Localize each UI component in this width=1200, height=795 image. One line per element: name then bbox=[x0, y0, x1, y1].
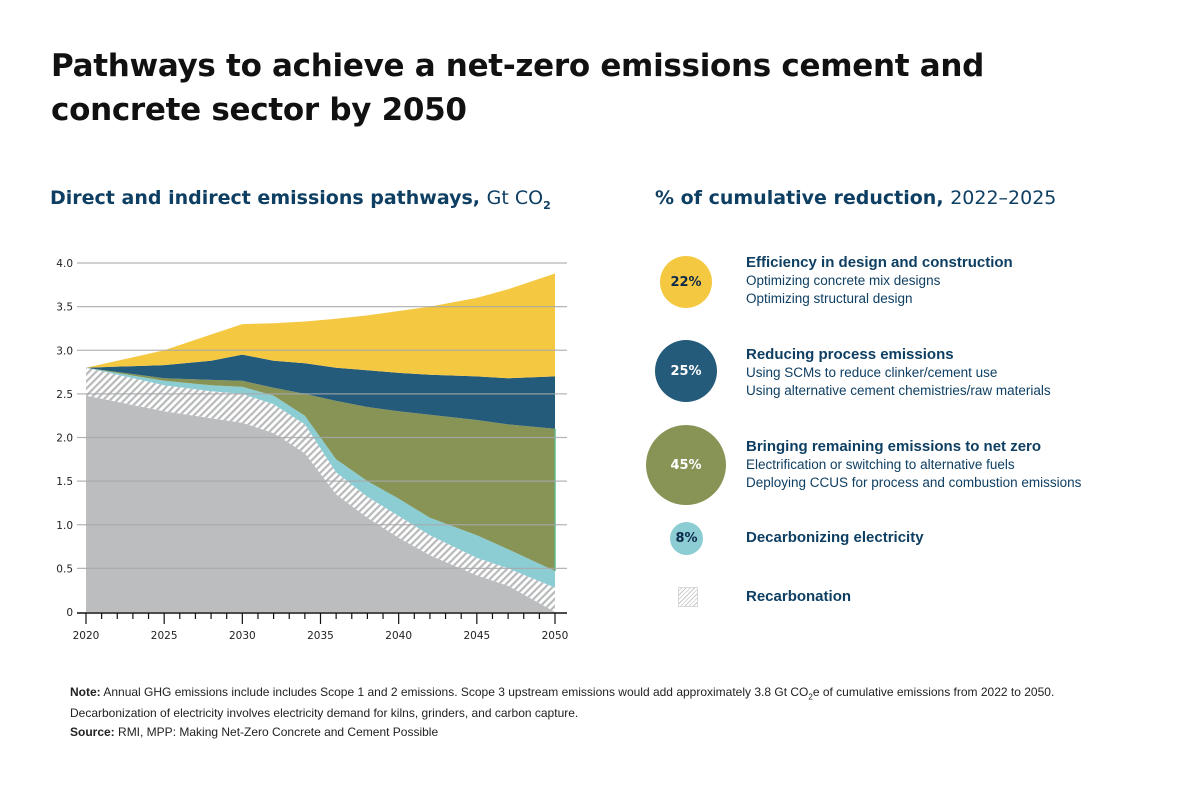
main-title: Pathways to achieve a net-zero emissions… bbox=[51, 48, 985, 128]
note-text: Annual GHG emissions include includes Sc… bbox=[100, 685, 809, 699]
legend-subline: Using alternative cement chemistries/raw… bbox=[746, 383, 1051, 398]
source-text: RMI, MPP: Making Net-Zero Concrete and C… bbox=[114, 725, 439, 739]
area-remaining-emissions bbox=[86, 395, 555, 612]
area-efficiency-in-design-and-construction bbox=[86, 273, 555, 379]
x-tick-label: 2045 bbox=[463, 630, 490, 642]
area-decarbonizing-electricity bbox=[86, 367, 555, 588]
area-reducing-process-emissions bbox=[86, 354, 555, 429]
legend-heading: Bringing remaining emissions to net zero bbox=[746, 438, 1042, 455]
legend-subline: Optimizing structural design bbox=[746, 291, 913, 306]
x-tick-label: 2050 bbox=[542, 630, 569, 642]
y-tick-label: 2.0 bbox=[56, 433, 73, 445]
chart-subtitle: Direct and indirect emissions pathways, … bbox=[50, 187, 551, 212]
y-tick-label: 4.0 bbox=[56, 258, 73, 270]
legend-subtitle: % of cumulative reduction, 2022–2025 bbox=[655, 187, 1056, 209]
y-tick-label: 1.0 bbox=[56, 520, 73, 532]
bubble-efficiency: 22% bbox=[660, 256, 712, 308]
x-tick-label: 2040 bbox=[385, 630, 412, 642]
source-label: Source: bbox=[70, 725, 115, 739]
area-layers bbox=[86, 273, 556, 612]
area-recarbonation bbox=[86, 367, 555, 612]
note-subscript: 2 bbox=[808, 692, 813, 702]
gridlines bbox=[77, 262, 567, 570]
note-text-end: e of cumulative emissions from 2022 to 2… bbox=[812, 685, 1055, 699]
legend-subline: Electrification or switching to alternat… bbox=[746, 457, 1015, 472]
legend-subtitle-range: 2022–2025 bbox=[950, 187, 1057, 209]
emissions-area-chart: 00.51.01.52.02.53.03.54.0 2020 2025 2030 20… bbox=[56, 258, 569, 642]
x-tick-label: 2025 bbox=[151, 630, 178, 642]
x-axis: 2020 2025 2030 2035 2040 2045 2050 bbox=[73, 612, 569, 642]
source: Source: RMI, MPP: Making Net-Zero Concre… bbox=[70, 724, 1130, 740]
legend-heading: Recarbonation bbox=[746, 588, 852, 605]
y-tick-label: 0.5 bbox=[56, 563, 73, 575]
y-axis: 0 0.5 1.0 1.5 2.0 2.5 3.0 3.5 4.0 bbox=[56, 258, 73, 619]
recarbonation-hatch-swatch bbox=[678, 587, 698, 607]
bubble-net-zero: 45% bbox=[646, 425, 726, 505]
y-tick-label: 1.5 bbox=[56, 476, 73, 488]
legend-subline: Using SCMs to reduce clinker/cement use bbox=[746, 365, 998, 380]
bubble-electricity: 8% bbox=[670, 522, 703, 555]
legend-subline: Deploying CCUS for process and combustio… bbox=[746, 475, 1082, 490]
legend-subtitle-bold: % of cumulative reduction, bbox=[655, 187, 944, 209]
chart-subtitle-subscript: 2 bbox=[543, 199, 551, 212]
x-tick-label: 2030 bbox=[229, 630, 256, 642]
x-tick-label: 2020 bbox=[73, 630, 100, 642]
legend-heading: Reducing process emissions bbox=[746, 346, 954, 363]
y-tick-label: 3.0 bbox=[56, 345, 73, 357]
reduction-legend: 22% Efficiency in design and constructio… bbox=[640, 240, 1160, 630]
y-tick-label: 0 bbox=[66, 607, 73, 619]
y-tick-label: 3.5 bbox=[56, 302, 73, 314]
legend-heading: Decarbonizing electricity bbox=[746, 529, 924, 546]
chart-subtitle-bold: Direct and indirect emissions pathways, bbox=[50, 187, 480, 209]
legend-heading: Efficiency in design and construction bbox=[746, 254, 1013, 271]
chart-subtitle-unit: Gt CO bbox=[486, 187, 544, 209]
x-tick-label: 2035 bbox=[307, 630, 334, 642]
note-label: Note: bbox=[70, 685, 101, 699]
area-bringing-remaining-emissions-to-net-zero bbox=[86, 367, 555, 571]
y-tick-label: 2.5 bbox=[56, 389, 73, 401]
bubble-process: 25% bbox=[655, 340, 717, 402]
note: Note: Annual GHG emissions include inclu… bbox=[70, 684, 1130, 721]
legend-subline: Optimizing concrete mix designs bbox=[746, 273, 941, 288]
note-line-2: Decarbonization of electricity involves … bbox=[70, 706, 579, 721]
